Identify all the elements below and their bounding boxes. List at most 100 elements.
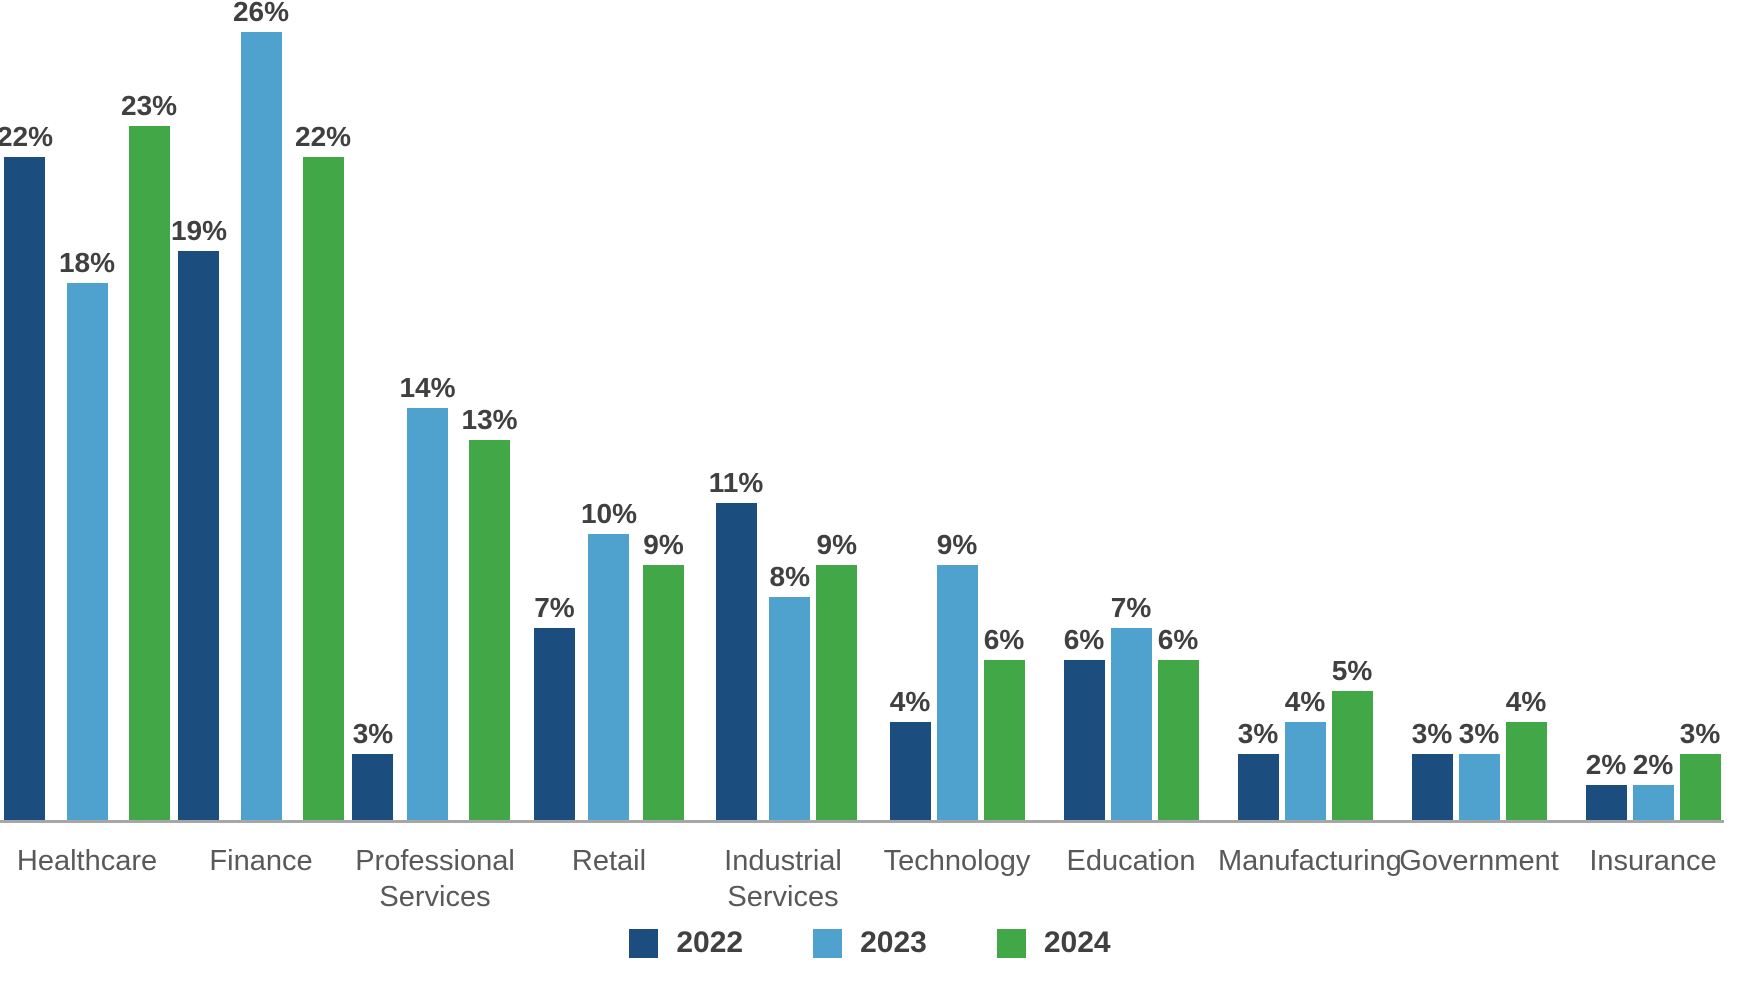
bar-value-label: 4% xyxy=(1284,686,1326,718)
legend-label: 2024 xyxy=(1043,926,1111,959)
legend-swatch-icon xyxy=(996,928,1026,958)
bar-value-label: 8% xyxy=(769,560,810,592)
category-label-manufacturing: Manufacturing xyxy=(1218,845,1402,877)
bar-value-label: 3% xyxy=(1411,717,1453,749)
bar-2024 xyxy=(1157,659,1199,820)
bar-2022 xyxy=(4,157,46,820)
bar-value-label: 22% xyxy=(0,121,53,153)
category-label-retail: Retail xyxy=(571,845,647,877)
bar-group-insurance: 2% 2% 3% xyxy=(1566,0,1740,820)
bar-value-label: 19% xyxy=(170,215,227,247)
bar-value-label: 9% xyxy=(816,529,857,561)
bar-slot: 11% xyxy=(708,466,764,820)
legend-swatch-icon xyxy=(629,928,659,958)
bar-slot: 14% xyxy=(399,372,456,820)
bar-slot: 5% xyxy=(1331,655,1373,820)
bar-slot: 23% xyxy=(121,89,178,820)
bar-value-label: 7% xyxy=(534,592,575,624)
bar-group-technology: 4% 9% 6% xyxy=(870,0,1044,820)
bar-2023 xyxy=(1284,722,1326,820)
category-label-finance: Finance xyxy=(209,845,313,877)
legend-label: 2022 xyxy=(676,926,744,959)
plot-area: 22% 18% 23% 19% 26% 22% 3% 14% 13% 7% 10% 9% 11% 8% 9%… xyxy=(0,0,1740,820)
legend-item-2022: 2022 xyxy=(629,926,743,960)
bar-group-government: 3% 3% 4% xyxy=(1392,0,1566,820)
bar-2023 xyxy=(1458,753,1500,820)
legend-swatch-icon xyxy=(813,928,843,958)
legend-label: 2023 xyxy=(860,926,927,959)
bar-2024 xyxy=(1505,722,1547,820)
bar-2023 xyxy=(240,31,282,820)
bar-value-label: 6% xyxy=(1157,623,1199,655)
bar-group-manufacturing: 3% 4% 5% xyxy=(1218,0,1392,820)
bar-slot: 13% xyxy=(462,405,518,820)
bar-value-label: 6% xyxy=(983,623,1025,655)
bar-slot: 2% xyxy=(1585,749,1627,820)
bar-value-label: 3% xyxy=(352,717,394,749)
bar-value-label: 11% xyxy=(708,466,764,498)
bar-2023 xyxy=(936,565,978,820)
bar-value-label: 23% xyxy=(121,89,178,121)
bar-2024 xyxy=(469,439,511,820)
bar-value-label: 9% xyxy=(936,529,978,561)
chart-legend: 2022 2023 2024 xyxy=(0,926,1740,960)
bar-2024 xyxy=(1331,691,1373,820)
bar-slot: 7% xyxy=(533,592,575,820)
bar-value-label: 3% xyxy=(1458,717,1500,749)
bar-slot: 7% xyxy=(1110,594,1152,820)
bar-value-label: 2% xyxy=(1585,749,1627,781)
bar-value-label: 5% xyxy=(1331,655,1373,686)
legend-item-2024: 2024 xyxy=(996,926,1111,960)
category-label-insurance: Insurance xyxy=(1589,845,1717,877)
bar-slot: 22% xyxy=(295,123,351,820)
bar-2023 xyxy=(406,408,448,820)
bar-slot: 3% xyxy=(1411,717,1453,820)
category-label-education: Education xyxy=(1066,845,1196,877)
bar-2022 xyxy=(1063,659,1105,820)
bar-2024 xyxy=(128,125,170,820)
bar-value-label: 4% xyxy=(889,686,931,718)
bar-slot: 3% xyxy=(352,717,394,820)
bar-2024 xyxy=(643,565,685,820)
bar-slot: 19% xyxy=(171,217,227,820)
bar-2022 xyxy=(178,251,220,820)
bar-2023 xyxy=(769,596,811,820)
bar-value-label: 4% xyxy=(1505,686,1547,718)
bar-slot: 3% xyxy=(1679,717,1721,820)
bar-2022 xyxy=(1411,753,1453,820)
x-axis-line xyxy=(0,820,1724,823)
bar-2022 xyxy=(889,722,931,820)
bar-group-industrial-services: 11% 8% 9% xyxy=(696,0,870,820)
bar-value-label: 9% xyxy=(643,529,684,561)
bar-value-label: 14% xyxy=(399,372,456,404)
category-axis-labels: Healthcare Finance Professional Services Ret… xyxy=(0,843,1740,916)
bar-2022 xyxy=(1237,753,1279,820)
bar-slot: 2% xyxy=(1632,751,1674,820)
bar-value-label: 3% xyxy=(1679,717,1721,749)
bar-value-label: 10% xyxy=(580,498,638,529)
bar-slot: 6% xyxy=(983,623,1025,820)
bar-value-label: 22% xyxy=(295,121,352,153)
bar-slot: 18% xyxy=(58,246,116,820)
category-label-government: Government xyxy=(1399,845,1559,877)
bar-slot: 9% xyxy=(816,529,858,820)
bar-slot: 4% xyxy=(889,686,931,820)
legend-item-2023: 2023 xyxy=(813,926,927,960)
bar-2022 xyxy=(1585,785,1627,820)
bar-slot: 9% xyxy=(643,529,685,820)
bar-slot: 22% xyxy=(0,123,53,820)
bar-value-label: 3% xyxy=(1237,717,1279,749)
bar-2022 xyxy=(533,628,575,820)
bar-value-label: 18% xyxy=(58,246,116,278)
bar-2022 xyxy=(715,502,757,820)
category-label-professional-services: Professional Services xyxy=(355,845,515,914)
bar-2023 xyxy=(66,282,108,820)
bar-2024 xyxy=(816,565,858,820)
bar-value-label: 6% xyxy=(1063,623,1105,655)
bar-slot: 10% xyxy=(581,500,637,820)
bar-slot: 8% xyxy=(769,560,811,820)
bar-2024 xyxy=(983,659,1025,820)
bar-group-finance: 19% 26% 22% xyxy=(171,0,351,820)
bar-group-professional-services: 3% 14% 13% xyxy=(348,0,522,820)
